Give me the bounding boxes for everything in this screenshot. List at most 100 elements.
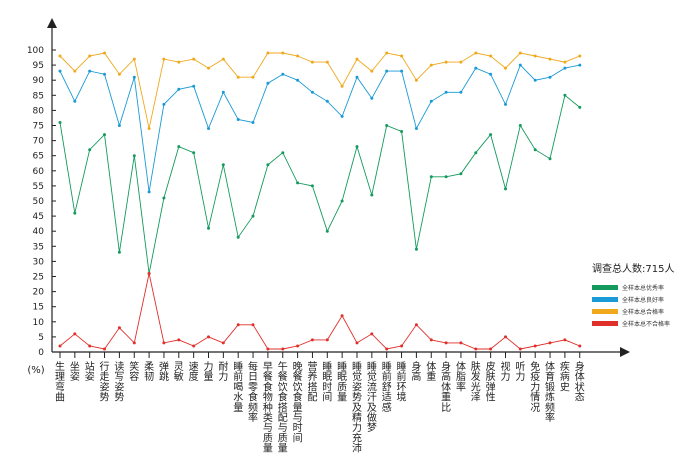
y-tick-label: 100: [27, 46, 44, 56]
legend-label: 全样本总良好率: [622, 296, 665, 304]
data-point: [489, 54, 493, 58]
data-point: [207, 127, 210, 130]
data-point: [192, 57, 196, 61]
data-point: [340, 114, 344, 118]
x-tick-label: 生理弯曲: [55, 360, 65, 404]
x-tick-label: 睡前舒适感: [382, 360, 392, 414]
x-tick-label: 皮肤弹性: [486, 360, 496, 404]
data-point: [207, 66, 210, 70]
x-tick-label: 耐力: [218, 360, 228, 383]
data-point: [325, 229, 329, 233]
data-point: [414, 78, 418, 82]
data-point: [251, 121, 255, 124]
x-tick-label: 睡眠时间: [322, 360, 332, 404]
data-point: [489, 347, 493, 351]
data-point: [296, 181, 300, 185]
x-tick-label: 睡前喝水量: [233, 360, 243, 414]
data-point: [162, 102, 166, 106]
data-point: [266, 163, 270, 167]
data-point: [132, 154, 136, 158]
data-point: [117, 124, 121, 127]
y-tick-label: 5: [38, 333, 44, 343]
data-point: [117, 250, 121, 254]
data-point: [296, 344, 300, 348]
data-point: [563, 93, 567, 97]
data-point: [103, 133, 106, 137]
data-point: [548, 157, 552, 161]
data-point: [325, 338, 329, 342]
data-point: [385, 51, 389, 55]
data-point: [474, 347, 478, 351]
x-tick-label: 早餐食物种类与质量: [263, 361, 273, 455]
chart-axes: [47, 18, 630, 357]
data-point: [88, 344, 92, 348]
data-point: [192, 84, 196, 88]
data-point: [236, 323, 240, 327]
legend-swatch: [592, 308, 618, 314]
data-point: [162, 196, 166, 200]
data-point: [459, 60, 463, 64]
x-tick-label: 速度: [189, 361, 199, 383]
legend-label: 全样本总合格率: [622, 308, 665, 316]
data-point: [429, 63, 433, 67]
data-point: [533, 78, 537, 82]
x-tick-label: 读写姿势: [114, 360, 124, 404]
x-tick-label: 体重: [426, 361, 436, 383]
data-point: [58, 69, 62, 73]
x-tick-label: 行走姿势: [100, 360, 110, 404]
data-point: [444, 175, 448, 179]
data-point: [355, 341, 359, 345]
y-tick-label: 10: [33, 318, 45, 328]
data-point: [400, 69, 404, 73]
data-point: [370, 332, 374, 336]
data-point: [103, 51, 106, 55]
data-point: [147, 127, 151, 130]
x-tick-label: 站姿: [85, 360, 95, 383]
y-tick-label: 60: [33, 167, 45, 177]
data-point: [207, 335, 210, 339]
data-point: [251, 75, 255, 79]
data-point: [370, 69, 374, 73]
legend-label: 全样本总优秀率: [622, 284, 665, 292]
data-point: [444, 341, 448, 345]
data-point: [518, 347, 522, 351]
data-point: [207, 226, 210, 230]
data-point: [177, 87, 181, 91]
data-point: [385, 69, 389, 73]
data-point: [310, 90, 314, 94]
data-point: [355, 57, 359, 61]
data-point: [236, 75, 240, 79]
data-point: [489, 72, 493, 76]
data-point: [266, 51, 270, 55]
legend-label: 全样本总不合格率: [622, 320, 671, 328]
data-point: [162, 341, 166, 345]
data-point: [533, 148, 537, 152]
series-line: [59, 94, 581, 274]
x-axis-ticks: 生理弯曲坐姿站姿行走姿势读写姿势笑容柔韧弹跳灵敏速度力量耐力睡前喝水量每日零食频…: [55, 352, 585, 455]
x-tick-label: 体育锻炼频率: [545, 361, 555, 424]
data-point: [117, 72, 121, 76]
data-point: [236, 235, 240, 239]
y-tick-label: 80: [33, 106, 45, 116]
y-tick-label: 40: [33, 227, 45, 237]
y-axis-ticks: 0 5 10 15 20 25 30 35 40 45 50 55 60 65 70 75 80 85 90 95 10…: [27, 46, 56, 358]
y-tick-label: 0: [38, 348, 44, 358]
data-point: [518, 63, 522, 67]
data-point: [236, 118, 240, 121]
y-unit-label: (%): [27, 365, 44, 376]
data-point: [221, 163, 225, 167]
data-point: [88, 148, 92, 152]
x-tick-label: 睡觉流汗及做梦: [367, 360, 377, 434]
data-point: [58, 121, 62, 124]
data-point: [177, 60, 181, 64]
data-point: [73, 99, 77, 103]
data-point: [266, 81, 270, 85]
x-tick-label: 力量: [204, 360, 214, 383]
data-point: [459, 341, 463, 345]
y-tick-label: 55: [33, 182, 44, 192]
data-point: [504, 102, 507, 106]
x-tick-label: 身高体重比: [441, 360, 451, 414]
x-tick-label: 睡前环境: [397, 360, 407, 404]
data-point: [474, 66, 478, 70]
data-point: [459, 90, 463, 94]
